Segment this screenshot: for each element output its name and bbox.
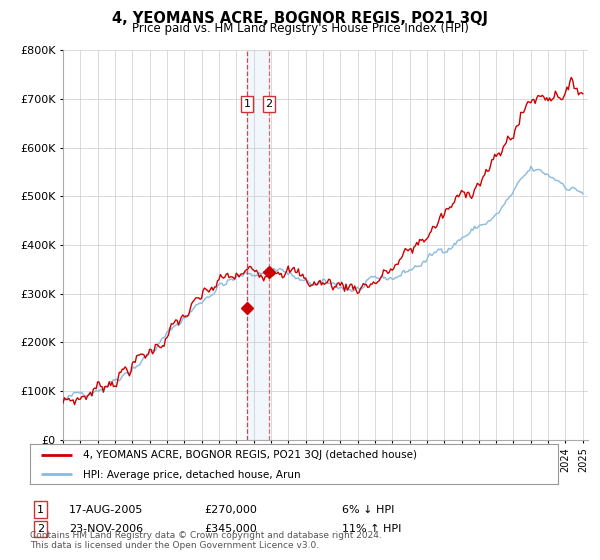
Text: HPI: Average price, detached house, Arun: HPI: Average price, detached house, Arun <box>83 470 301 480</box>
Text: Price paid vs. HM Land Registry's House Price Index (HPI): Price paid vs. HM Land Registry's House … <box>131 22 469 35</box>
Text: £270,000: £270,000 <box>204 505 257 515</box>
Text: 23-NOV-2006: 23-NOV-2006 <box>69 524 143 534</box>
Bar <box>247 50 269 440</box>
Text: 2: 2 <box>37 524 44 534</box>
Text: Contains HM Land Registry data © Crown copyright and database right 2024.
This d: Contains HM Land Registry data © Crown c… <box>30 530 382 550</box>
Text: 2: 2 <box>265 99 272 109</box>
Text: 4, YEOMANS ACRE, BOGNOR REGIS, PO21 3QJ (detached house): 4, YEOMANS ACRE, BOGNOR REGIS, PO21 3QJ … <box>83 450 417 460</box>
Text: £345,000: £345,000 <box>204 524 257 534</box>
Text: 11% ↑ HPI: 11% ↑ HPI <box>342 524 401 534</box>
Text: 1: 1 <box>37 505 44 515</box>
Text: 6% ↓ HPI: 6% ↓ HPI <box>342 505 394 515</box>
Text: 17-AUG-2005: 17-AUG-2005 <box>69 505 143 515</box>
Text: 4, YEOMANS ACRE, BOGNOR REGIS, PO21 3QJ: 4, YEOMANS ACRE, BOGNOR REGIS, PO21 3QJ <box>112 11 488 26</box>
Text: 1: 1 <box>244 99 251 109</box>
